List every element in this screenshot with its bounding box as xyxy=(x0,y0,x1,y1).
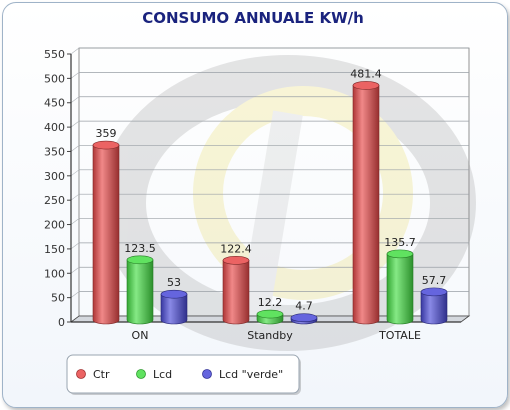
y-tick-label: 0 xyxy=(58,316,65,329)
gridline-side xyxy=(70,291,80,298)
plot-area: 0 50 100 150 200 250 300 350 400 450 500 550 359 123.… xyxy=(44,47,476,351)
gridline-side xyxy=(70,96,80,103)
y-tick-label: 50 xyxy=(51,292,65,305)
bar-top xyxy=(290,313,318,323)
bar-top xyxy=(92,140,120,150)
gridline-side xyxy=(70,193,80,201)
gridline-side xyxy=(70,169,80,177)
bar-body xyxy=(420,291,448,325)
y-tick-label: 350 xyxy=(44,145,65,158)
x-tick-label: ON xyxy=(132,329,149,342)
legend-label: Lcd "verde" xyxy=(219,368,283,381)
watermark-ring xyxy=(100,55,476,351)
bar-body xyxy=(386,253,414,325)
y-tick-label: 450 xyxy=(44,97,65,110)
legend: Ctr Lcd Lcd "verde" xyxy=(66,354,301,395)
data-label: 123.5 xyxy=(124,242,156,255)
data-label: 481.4 xyxy=(350,67,382,80)
bar-body xyxy=(126,259,154,325)
gridline-side xyxy=(70,47,80,55)
gridline-side xyxy=(70,242,80,250)
bar-top xyxy=(160,289,188,299)
legend-box xyxy=(66,354,300,394)
y-tick-label: 100 xyxy=(44,267,65,280)
y-tick-label: 200 xyxy=(44,219,65,232)
gridline-side xyxy=(70,145,80,152)
y-tick-label: 150 xyxy=(44,243,65,256)
bar-ctr-on xyxy=(92,140,120,325)
y-tick-label: 250 xyxy=(44,194,65,207)
bar-top xyxy=(386,249,414,259)
legend-item: Lcd xyxy=(136,368,172,381)
bar-body xyxy=(92,144,120,325)
y-tick-label: 400 xyxy=(44,121,65,134)
watermark-stroke xyxy=(238,110,303,326)
data-label: 135.7 xyxy=(384,236,416,249)
bar-top xyxy=(126,255,154,265)
chart-title: CONSUMO ANNUALE KW/h xyxy=(142,9,364,27)
gridline-side xyxy=(70,267,80,274)
bar-ctr-standby xyxy=(222,256,250,325)
data-label: 57.7 xyxy=(422,274,447,287)
gridline-side xyxy=(70,72,80,79)
data-label: 122.4 xyxy=(220,242,252,255)
data-label: 359 xyxy=(96,127,117,140)
bar-lcdverde-on xyxy=(160,289,188,325)
bar-top xyxy=(222,256,250,265)
bar-lcdverde-standby xyxy=(290,313,318,325)
bar-lcd-totale xyxy=(386,249,414,325)
gridline-side xyxy=(70,218,80,225)
bar-top xyxy=(256,309,284,319)
bar-body xyxy=(160,293,188,325)
x-tick-label: Standby xyxy=(247,329,293,342)
data-label: 53 xyxy=(167,276,181,289)
bar-lcd-standby xyxy=(256,309,284,325)
bar-lcdverde-totale xyxy=(420,287,448,325)
bar-body xyxy=(222,260,250,325)
legend-label: Ctr xyxy=(93,368,110,381)
legend-marker xyxy=(136,369,146,379)
legend-item: Ctr xyxy=(76,368,110,381)
bar-top xyxy=(420,287,448,297)
legend-label: Lcd xyxy=(153,368,172,381)
gridline-side xyxy=(70,120,80,128)
data-label: 4.7 xyxy=(295,300,313,313)
legend-item: Lcd "verde" xyxy=(202,368,283,381)
watermark-inner-ring xyxy=(193,86,413,300)
legend-marker xyxy=(202,369,212,379)
y-tick-label: 300 xyxy=(44,170,65,183)
legend-marker xyxy=(76,369,86,379)
bar-top xyxy=(352,81,380,90)
watermark-logo xyxy=(100,55,476,351)
x-tick-label: TOTALE xyxy=(378,329,421,342)
data-label: 12.2 xyxy=(258,296,283,309)
bar-chart: CONSUMO ANNUALE KW/h 0 50 100 150 200 250 300 3… xyxy=(44,9,476,395)
bar-ctr-totale xyxy=(352,81,380,325)
bar-lcd-on xyxy=(126,255,154,325)
y-tick-label: 500 xyxy=(44,72,65,85)
bar-body xyxy=(352,85,380,325)
y-tick-label: 550 xyxy=(44,48,65,61)
